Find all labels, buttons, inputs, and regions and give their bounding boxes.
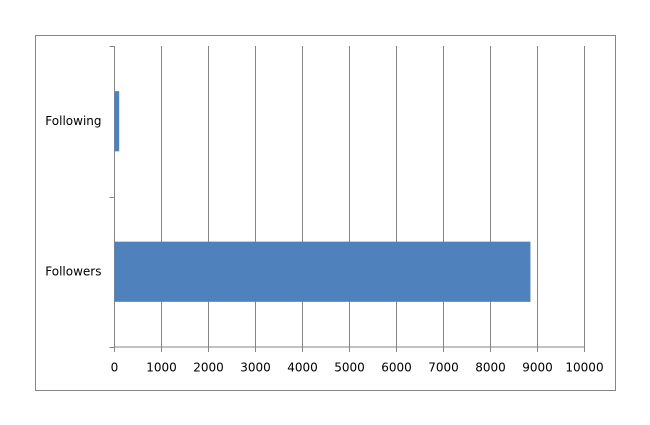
x-tick-label: 10000	[565, 361, 603, 375]
x-tick-label: 9000	[522, 361, 553, 375]
y-tick-label: Followers	[45, 264, 101, 278]
y-tick-label: Following	[45, 114, 101, 128]
bar	[114, 241, 531, 302]
x-tick-label: 4000	[287, 361, 318, 375]
x-tick-label: 7000	[428, 361, 459, 375]
x-tick-label: 3000	[240, 361, 271, 375]
x-tick-label: 1000	[146, 361, 177, 375]
x-tick-label: 5000	[334, 361, 365, 375]
x-tick-label: 2000	[193, 361, 224, 375]
bar	[114, 91, 120, 152]
x-tick-label: 8000	[475, 361, 506, 375]
x-tick-label: 6000	[381, 361, 412, 375]
chart-border	[35, 35, 616, 391]
x-tick-label: 0	[111, 361, 119, 375]
